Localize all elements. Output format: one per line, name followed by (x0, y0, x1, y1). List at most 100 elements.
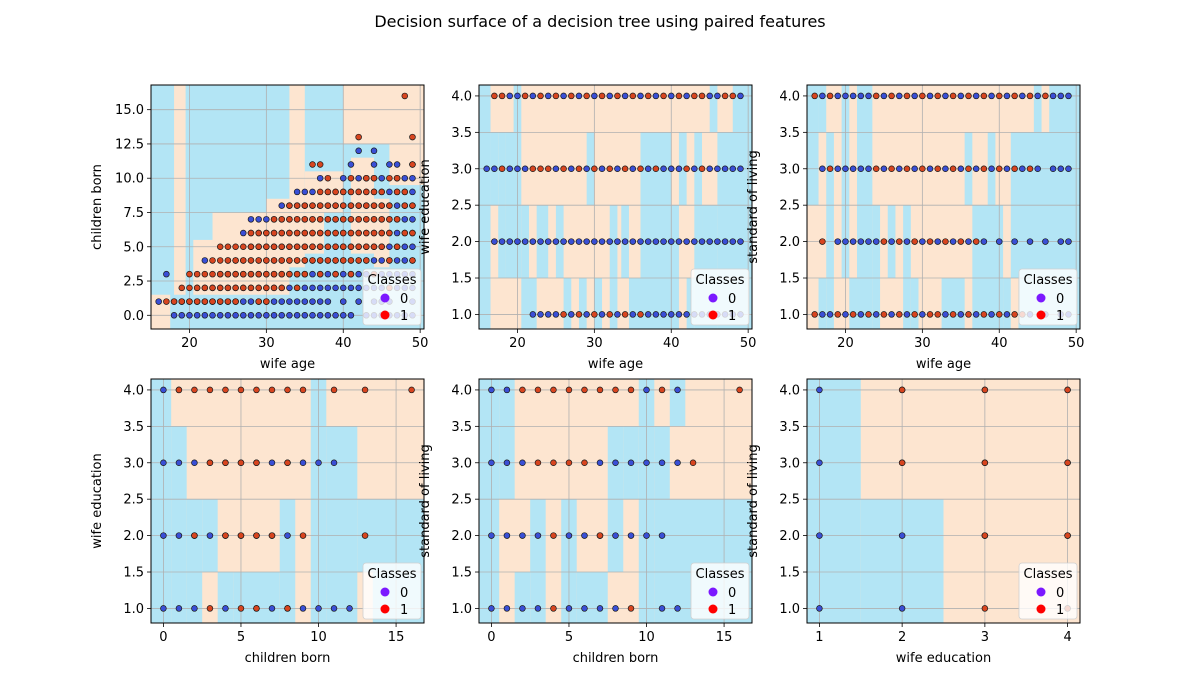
data-point-class-0 (491, 165, 498, 173)
data-point-class-1 (658, 386, 666, 394)
data-point-class-0 (299, 605, 307, 612)
data-point-class-1 (386, 257, 393, 264)
data-point-class-1 (240, 257, 247, 264)
data-point-class-1 (316, 257, 324, 264)
data-point-class-1 (1011, 165, 1018, 173)
data-point-class-1 (957, 238, 965, 245)
data-point-class-1 (355, 216, 362, 223)
data-point-class-1 (293, 216, 301, 223)
data-point-class-0 (857, 165, 865, 173)
y-tick-label: 5.0 (123, 240, 144, 255)
data-point-class-1 (521, 92, 529, 100)
legend-marker-class-0 (380, 293, 390, 303)
data-point-class-1 (981, 459, 989, 467)
data-point-class-0 (278, 312, 285, 319)
data-point-class-1 (209, 298, 216, 305)
data-point-class-0 (621, 92, 629, 100)
data-point-class-0 (658, 532, 666, 539)
data-point-class-1 (363, 257, 370, 264)
legend-title: Classes (696, 273, 745, 288)
data-point-class-1 (178, 298, 186, 305)
data-point-class-0 (691, 238, 698, 245)
data-point-class-0 (1026, 238, 1034, 245)
data-point-class-0 (1065, 92, 1072, 100)
data-point-class-1 (980, 311, 988, 318)
data-point-class-1 (629, 92, 637, 100)
data-point-class-1 (316, 188, 324, 196)
data-point-class-1 (278, 270, 285, 278)
data-point-class-1 (330, 386, 338, 394)
data-point-class-0 (340, 270, 347, 278)
data-point-class-0 (1034, 92, 1041, 100)
data-point-class-0 (637, 92, 644, 100)
data-point-class-0 (942, 92, 949, 100)
legend-box (1018, 562, 1078, 620)
data-point-class-0 (386, 188, 393, 196)
decision-region (694, 132, 703, 329)
data-point-class-1 (386, 202, 393, 209)
data-point-class-1 (363, 229, 370, 237)
data-point-class-1 (683, 165, 690, 173)
data-point-class-1 (309, 202, 316, 209)
decision-region (563, 278, 572, 329)
data-point-class-0 (919, 238, 926, 245)
y-tick-label: 1.0 (123, 602, 144, 617)
decision-region (849, 278, 857, 329)
data-point-class-0 (519, 605, 526, 612)
data-point-class-0 (737, 165, 744, 173)
data-point-class-1 (393, 174, 401, 182)
data-point-class-0 (612, 605, 619, 612)
data-point-class-0 (849, 238, 857, 245)
data-point-class-0 (819, 165, 826, 173)
data-point-class-1 (537, 165, 544, 173)
data-point-class-0 (721, 238, 729, 245)
y-axis-label: wife education (418, 159, 433, 254)
data-point-class-0 (668, 165, 675, 173)
data-point-class-1 (378, 229, 385, 237)
y-tick-label: 1.5 (779, 566, 800, 581)
data-point-class-0 (674, 605, 681, 612)
data-point-class-0 (268, 605, 276, 612)
legend-marker-class-0 (1036, 587, 1046, 597)
legend-title: Classes (1024, 567, 1073, 582)
data-point-class-1 (981, 605, 989, 612)
data-point-class-0 (668, 238, 675, 245)
data-point-class-1 (178, 284, 186, 292)
data-point-class-1 (378, 216, 385, 223)
y-tick-label: 4.0 (779, 89, 800, 104)
y-tick-label: 4.0 (123, 383, 144, 398)
data-point-class-1 (996, 311, 1003, 318)
data-point-class-0 (706, 238, 713, 245)
legend-title: Classes (368, 567, 417, 582)
data-point-class-1 (263, 284, 270, 292)
data-point-class-1 (401, 229, 409, 237)
x-tick-label: 0 (487, 630, 495, 645)
data-point-class-1 (965, 311, 972, 318)
x-axis-label: children born (573, 651, 659, 666)
data-point-class-0 (393, 202, 401, 209)
data-point-class-1 (1064, 386, 1071, 394)
data-point-class-0 (163, 270, 170, 278)
data-point-class-0 (816, 605, 823, 612)
y-tick-label: 2.5 (123, 275, 144, 290)
decision-region (671, 205, 679, 329)
data-point-class-0 (393, 229, 401, 237)
data-point-class-1 (206, 459, 214, 467)
legend-label-class-1: 1 (400, 603, 408, 618)
data-point-class-1 (284, 459, 291, 467)
data-point-class-0 (309, 298, 316, 305)
data-point-class-1 (340, 202, 347, 209)
decision-region (174, 85, 186, 295)
data-point-class-1 (378, 202, 385, 209)
y-tick-label: 4.0 (451, 89, 472, 104)
data-point-class-0 (965, 238, 972, 245)
data-point-class-1 (865, 311, 872, 318)
data-point-class-1 (332, 229, 339, 237)
data-point-class-1 (409, 229, 416, 237)
data-point-class-0 (972, 165, 980, 173)
data-point-class-0 (316, 298, 324, 305)
data-point-class-1 (316, 243, 324, 251)
data-point-class-1 (270, 257, 278, 264)
data-point-class-1 (237, 459, 245, 467)
data-point-class-0 (919, 311, 926, 318)
